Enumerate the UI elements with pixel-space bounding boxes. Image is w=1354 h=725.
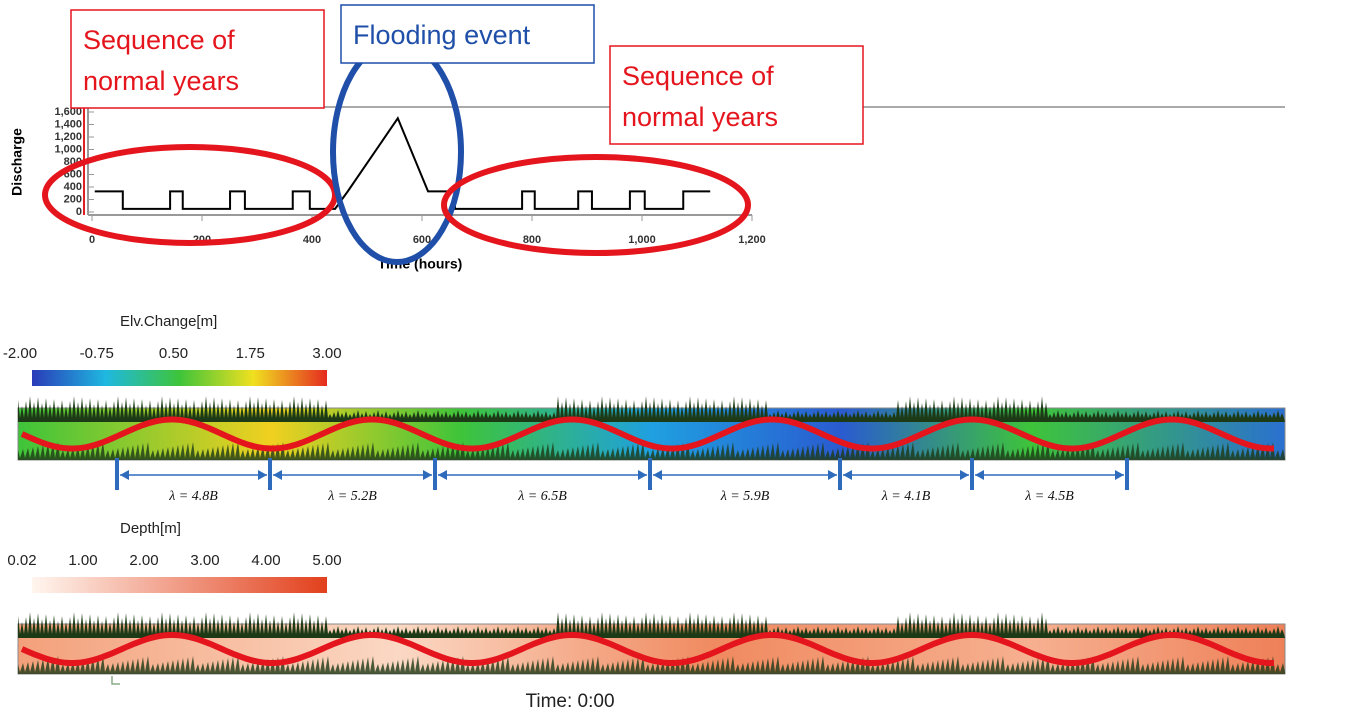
colorbar: [32, 577, 327, 593]
x-tick-label: 400: [303, 234, 321, 246]
x-tick-label: 0: [89, 234, 95, 246]
annotation-text: Sequence of: [83, 25, 235, 55]
time-label: Time: 0:00: [525, 691, 614, 712]
x-tick-label: 1,000: [628, 234, 656, 246]
annotation-text: Sequence of: [622, 61, 774, 91]
wavelength-label: λ = 6.5B: [517, 489, 567, 504]
meander-line: [20, 416, 1274, 452]
wavelength-label: λ = 4.1B: [881, 489, 931, 504]
x-tick-label: 1,200: [738, 234, 766, 246]
colorbar-title: Elv.Change[m]: [120, 313, 217, 330]
y-tick-label: 1,600: [54, 106, 82, 118]
colorbar-label: 1.00: [68, 552, 97, 569]
annotation-box: [609, 45, 864, 145]
y-tick-label: 0: [76, 206, 82, 218]
trees: [18, 656, 1285, 674]
colorbar-label: 2.00: [129, 552, 158, 569]
ellipse: [330, 39, 464, 265]
y-tick-label: 200: [64, 193, 82, 205]
trees: [18, 396, 1285, 422]
trees: [18, 442, 1285, 460]
meander-line: [20, 632, 1274, 666]
colorbar-label: 3.00: [190, 552, 219, 569]
annotation-text: normal years: [83, 66, 239, 96]
colorbar-label: 4.00: [251, 552, 280, 569]
colorbar-label: -0.75: [80, 345, 114, 362]
colorbar-label: 5.00: [312, 552, 341, 569]
ellipse: [441, 154, 751, 256]
trees: [18, 612, 1285, 638]
wavelength-label: λ = 4.5B: [1024, 489, 1074, 504]
colorbar-label: 0.50: [159, 345, 188, 362]
y-tick-label: 400: [64, 181, 82, 193]
annotation-box: [340, 4, 595, 64]
annotation-box: [70, 9, 325, 109]
y-axis-label: Discharge: [9, 128, 25, 196]
colorbar-label: 3.00: [312, 345, 341, 362]
colorbar-label: -2.00: [3, 345, 37, 362]
y-tick-label: 1,200: [54, 131, 82, 143]
discharge-line: [94, 116, 711, 210]
colorbar-title: Depth[m]: [120, 520, 181, 537]
x-tick-label: 600: [413, 234, 431, 246]
x-tick-label: 800: [523, 234, 541, 246]
colorbar: [32, 370, 327, 386]
y-tick-label: 1,400: [54, 118, 82, 130]
wavelength-label: λ = 4.8B: [168, 489, 218, 504]
wavelength-label: λ = 5.2B: [327, 489, 377, 504]
wavelength-label: λ = 5.9B: [720, 489, 770, 504]
annotation-text: Flooding event: [353, 20, 531, 50]
annotation-text: normal years: [622, 102, 778, 132]
colorbar-label: 0.02: [7, 552, 36, 569]
axes-icon: [111, 676, 120, 685]
y-tick-label: 1,000: [54, 143, 82, 155]
colorbar-label: 1.75: [236, 345, 265, 362]
